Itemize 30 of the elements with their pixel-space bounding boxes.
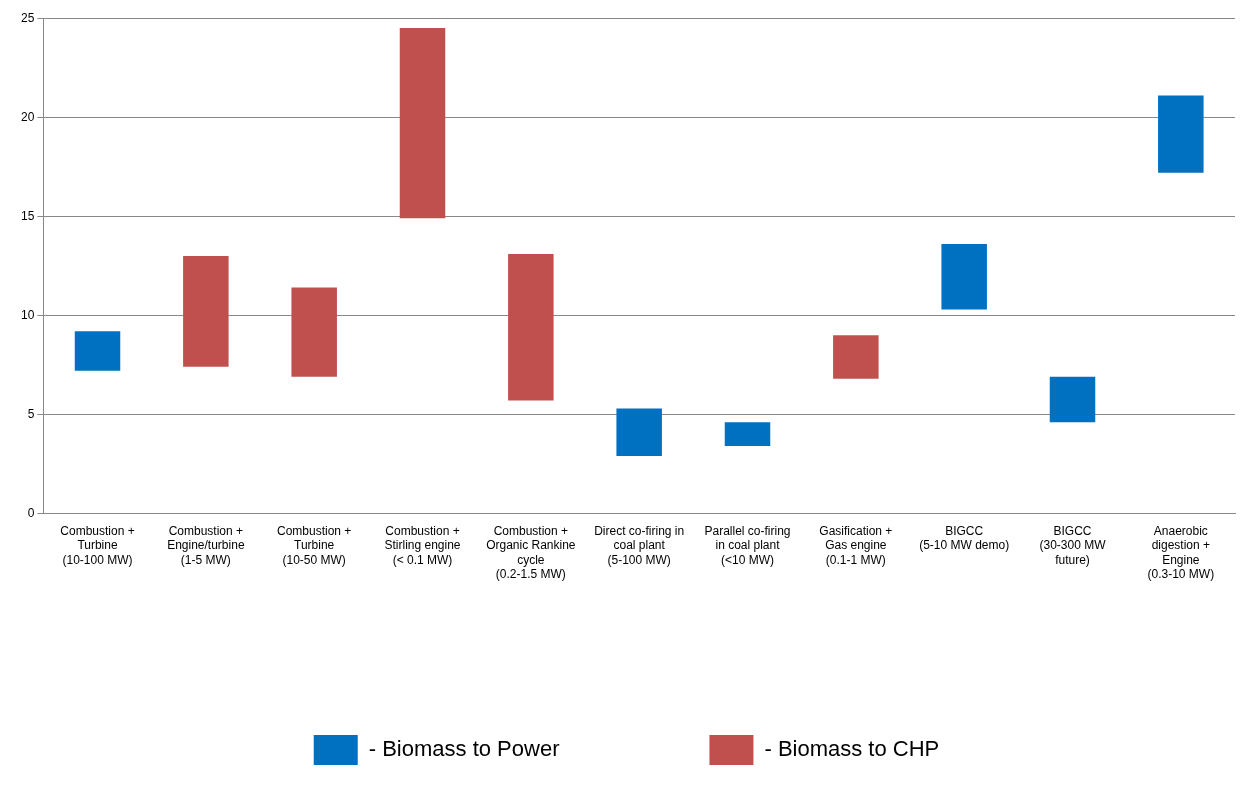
- bar: [183, 255, 229, 367]
- bar: [724, 422, 771, 447]
- x-tick-label: Combustion + Stirling engine (< 0.1 MW): [384, 523, 461, 567]
- y-tick-label: 5: [27, 406, 35, 421]
- bar: [1049, 376, 1096, 423]
- bar: [291, 287, 337, 377]
- x-tick-label: Combustion + Turbine (10-50 MW): [276, 523, 352, 567]
- bar: [399, 28, 446, 219]
- bar: [74, 331, 121, 371]
- x-tick-label: Combustion + Organic Rankine cycle (0.2-1.5 MW): [486, 523, 576, 582]
- y-tick-label: 25: [20, 10, 35, 25]
- y-tick-label: 20: [20, 109, 35, 124]
- bar: [508, 253, 554, 401]
- y-tick-label: 15: [20, 208, 35, 223]
- y-tick-label: 0: [27, 505, 35, 520]
- bar: [941, 244, 987, 310]
- legend-label: - Biomass to Power: [368, 736, 560, 762]
- legend-label: - Biomass to CHP: [764, 736, 940, 762]
- x-tick-label: Direct co-firing in coal plant (5-100 MW): [594, 523, 685, 567]
- y-tick-label: 10: [20, 307, 35, 322]
- x-tick-label: Anaerobic digestion + Engine (0.3-10 MW): [1147, 523, 1215, 582]
- x-tick-label: BIGCC (5-10 MW demo): [919, 523, 1010, 553]
- bar: [1158, 95, 1204, 173]
- x-tick-label: Parallel co-firing in coal plant (<10 MW): [704, 523, 791, 567]
- bar: [616, 408, 662, 456]
- x-tick-label: BIGCC (30-300 MW future): [1039, 523, 1107, 567]
- x-tick-label: Combustion + Engine/turbine (1-5 MW): [167, 523, 245, 567]
- x-tick-label: Gasification + Gas engine (0.1-1 MW): [819, 523, 893, 567]
- x-tick-label: Combustion + Turbine (10-100 MW): [60, 523, 135, 567]
- bar: [833, 335, 879, 379]
